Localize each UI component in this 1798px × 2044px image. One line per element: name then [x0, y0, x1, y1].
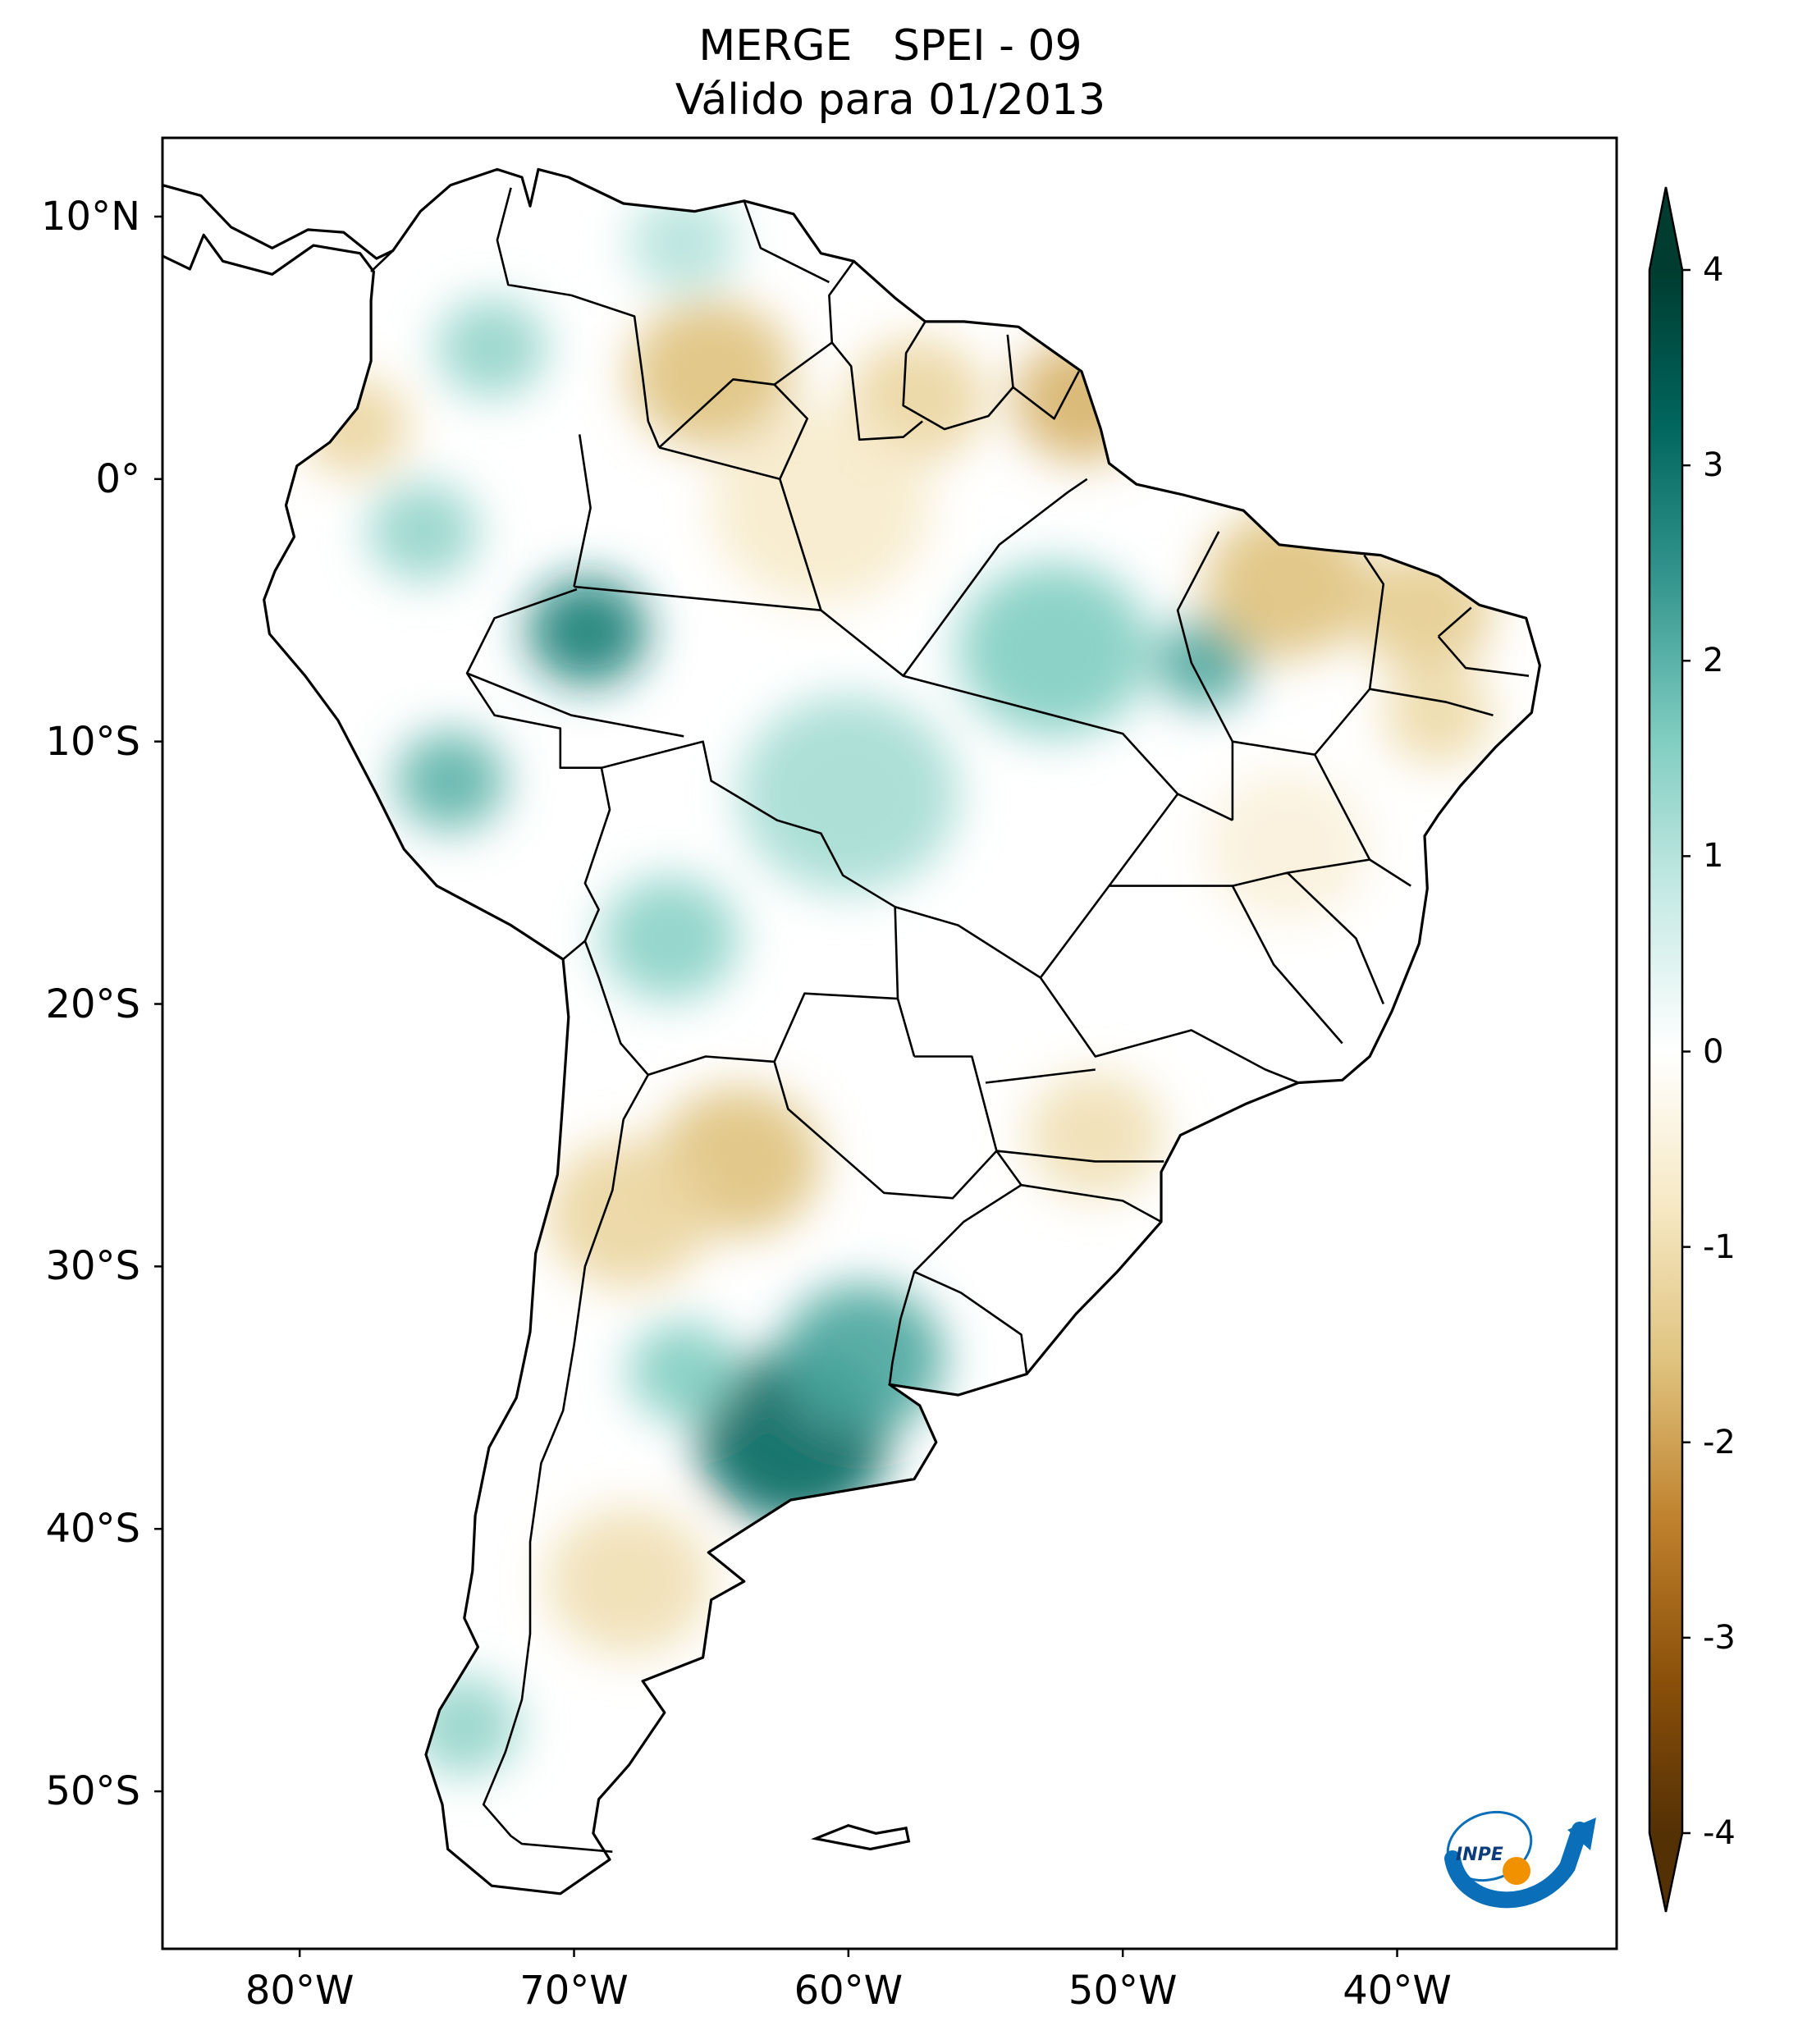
colorbar: [1648, 186, 1690, 1913]
spei-anomaly-25: [1383, 665, 1494, 765]
spei-anomaly-14: [547, 1140, 711, 1288]
lat-tick-label: 40°S: [45, 1506, 140, 1552]
colorbar-tick-label: -4: [1703, 1814, 1736, 1852]
logo-text: INPE: [1456, 1845, 1503, 1865]
lat-tick-label: 30°S: [45, 1243, 140, 1290]
spei-anomaly-10: [368, 482, 478, 581]
spei-anomaly-8: [739, 695, 958, 893]
logo-swoosh: [1444, 1822, 1588, 1909]
spei-anomaly-4: [396, 731, 506, 830]
lat-tick-label: 20°S: [45, 981, 140, 1027]
colorbar-tick-label: -2: [1703, 1423, 1736, 1461]
colorbar-tick-label: -1: [1703, 1228, 1736, 1266]
spei-anomaly-9: [437, 298, 547, 398]
colorbar-extend-min: [1649, 1833, 1682, 1912]
spei-anomaly-24: [1205, 772, 1370, 921]
spei-anomaly-19: [629, 300, 794, 449]
falkland-islands: [811, 1824, 911, 1851]
map-frame: [161, 136, 1618, 1950]
spei-anomaly-23: [711, 406, 931, 605]
lat-tick-label: 10°S: [45, 718, 140, 765]
colorbar-tick-label: 3: [1703, 446, 1724, 485]
spei-anomaly-5: [601, 876, 739, 1000]
spei-anomaly-1: [780, 1284, 945, 1433]
lat-tick-label: 0°: [95, 455, 140, 502]
map-title: MERGE SPEI - 09: [698, 21, 1082, 71]
spei-field: [300, 193, 1494, 1776]
colorbar-tick-label: 0: [1703, 1032, 1724, 1071]
map-subtitle: Válido para 01/2013: [675, 75, 1106, 125]
political-borders: [370, 187, 1530, 1853]
spei-anomaly-3: [527, 577, 648, 686]
latitude-ticks: [154, 215, 162, 1793]
colorbar-gradient: [1649, 270, 1682, 1833]
spei-anomaly-12: [629, 193, 739, 293]
logo-arrow: [1567, 1818, 1596, 1850]
spei-anomaly-22: [1027, 1073, 1164, 1197]
colorbar-extend-max: [1649, 187, 1682, 270]
longitude-ticks: [298, 1949, 1398, 1957]
lat-tick-label: 10°N: [41, 193, 140, 240]
lon-tick-label: 80°W: [245, 1968, 355, 2014]
colorbar-tick-label: 1: [1703, 837, 1724, 876]
lon-tick-label: 40°W: [1343, 1968, 1452, 2014]
coastline: [162, 167, 1541, 1895]
inpe-logo: INPE: [1444, 1810, 1596, 1909]
lon-tick-label: 50°W: [1068, 1968, 1178, 2014]
spei-anomaly-2: [629, 1322, 739, 1421]
colorbar-tick-label: 4: [1703, 251, 1724, 289]
colorbar-tick-label: 2: [1703, 642, 1724, 680]
lon-tick-label: 70°W: [519, 1968, 629, 2014]
spei-anomaly-21: [547, 1507, 711, 1656]
lon-tick-label: 60°W: [794, 1968, 904, 2014]
logo-dot: [1503, 1857, 1530, 1885]
colorbar-tick-label: -3: [1703, 1618, 1736, 1657]
spei-anomaly-7: [1155, 618, 1255, 707]
lat-tick-label: 50°S: [45, 1768, 140, 1815]
spei-anomaly-6: [958, 563, 1151, 737]
